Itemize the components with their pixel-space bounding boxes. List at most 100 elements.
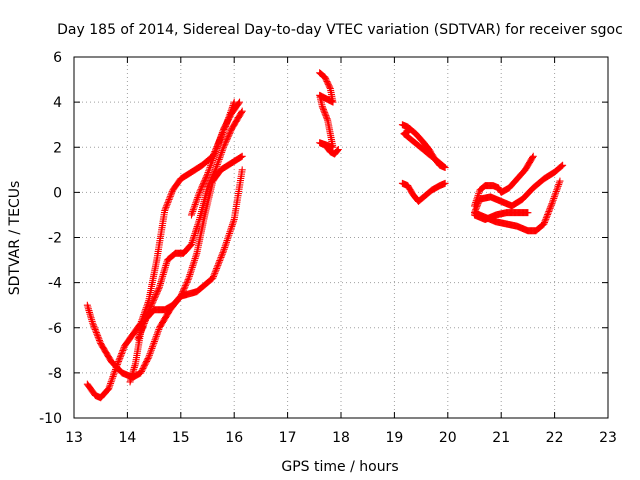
data-point xyxy=(162,203,170,211)
data-point xyxy=(209,273,217,281)
data-point xyxy=(150,339,158,347)
data-point xyxy=(221,242,229,250)
data-point xyxy=(108,374,116,382)
data-point xyxy=(196,187,204,195)
data-point xyxy=(165,195,173,203)
data-point xyxy=(238,166,246,174)
data-point xyxy=(155,285,163,293)
data-point xyxy=(213,144,221,152)
series-track-j xyxy=(471,161,567,217)
data-point xyxy=(553,186,561,194)
data-point xyxy=(189,206,197,214)
data-point xyxy=(151,294,159,302)
data-point xyxy=(148,300,156,308)
data-point xyxy=(238,152,246,160)
chart-title: Day 185 of 2014, Sidereal Day-to-day VTE… xyxy=(57,22,623,38)
data-point xyxy=(181,282,189,290)
data-point xyxy=(182,280,190,288)
data-point xyxy=(94,332,102,340)
data-point xyxy=(229,219,237,227)
data-point xyxy=(154,329,162,337)
data-point xyxy=(149,298,157,306)
data-point xyxy=(474,200,482,208)
data-point xyxy=(473,201,481,209)
data-point xyxy=(149,343,157,351)
data-point xyxy=(201,175,209,183)
data-point xyxy=(212,164,220,172)
data-point xyxy=(147,346,155,354)
data-point xyxy=(115,357,123,365)
x-tick-label: 19 xyxy=(385,430,403,446)
data-point xyxy=(326,83,334,91)
data-point xyxy=(147,303,155,311)
data-point xyxy=(224,134,232,142)
data-point xyxy=(153,331,161,339)
data-point xyxy=(110,369,118,377)
y-tick-label: 0 xyxy=(53,185,62,201)
data-point xyxy=(216,136,224,144)
data-point xyxy=(110,371,118,379)
data-point xyxy=(542,215,550,223)
y-tick-label: -2 xyxy=(48,231,62,247)
data-point xyxy=(208,156,216,164)
y-tick-label: -8 xyxy=(48,366,62,382)
data-point xyxy=(144,355,152,363)
data-point xyxy=(222,137,230,145)
data-point xyxy=(217,253,225,261)
data-point xyxy=(167,191,175,199)
data-point xyxy=(200,178,208,186)
data-point xyxy=(545,207,553,215)
data-points xyxy=(83,69,567,402)
data-point xyxy=(190,233,198,241)
data-point xyxy=(192,197,200,205)
data-point xyxy=(195,188,203,196)
data-point xyxy=(552,189,560,197)
data-point xyxy=(204,170,211,178)
data-point xyxy=(215,137,223,145)
data-point xyxy=(214,159,222,167)
data-point xyxy=(529,154,537,162)
data-point xyxy=(138,324,146,332)
data-point xyxy=(322,113,330,121)
data-point xyxy=(193,224,201,232)
data-point xyxy=(238,107,246,115)
data-point xyxy=(224,235,232,243)
data-point xyxy=(542,214,550,222)
data-point xyxy=(199,181,207,189)
data-point xyxy=(216,154,224,162)
data-point xyxy=(178,289,186,297)
data-point xyxy=(211,268,219,276)
data-point xyxy=(113,361,121,369)
series-track-g xyxy=(398,121,449,172)
data-point xyxy=(177,291,185,299)
x-tick-label: 22 xyxy=(546,430,564,446)
data-point xyxy=(148,344,156,352)
series-track-e xyxy=(187,98,244,219)
data-point xyxy=(191,202,199,210)
data-point xyxy=(139,323,147,331)
data-point xyxy=(151,292,159,300)
data-point xyxy=(164,197,172,205)
data-point xyxy=(549,198,557,206)
data-point xyxy=(236,153,244,161)
data-point xyxy=(334,146,342,154)
data-point xyxy=(548,200,556,208)
data-point xyxy=(213,143,221,151)
data-point xyxy=(205,167,213,175)
data-point xyxy=(168,189,176,197)
data-point xyxy=(189,235,197,243)
series-track-l xyxy=(471,177,564,235)
data-point xyxy=(199,179,207,187)
data-point xyxy=(230,217,238,225)
data-point xyxy=(556,177,564,185)
data-point xyxy=(191,230,199,238)
data-point xyxy=(212,148,220,156)
data-point xyxy=(216,257,224,265)
data-point xyxy=(220,245,228,253)
data-point xyxy=(319,104,327,112)
data-point xyxy=(216,152,224,160)
data-point xyxy=(197,185,205,193)
data-point xyxy=(218,252,226,260)
data-point xyxy=(112,364,120,372)
